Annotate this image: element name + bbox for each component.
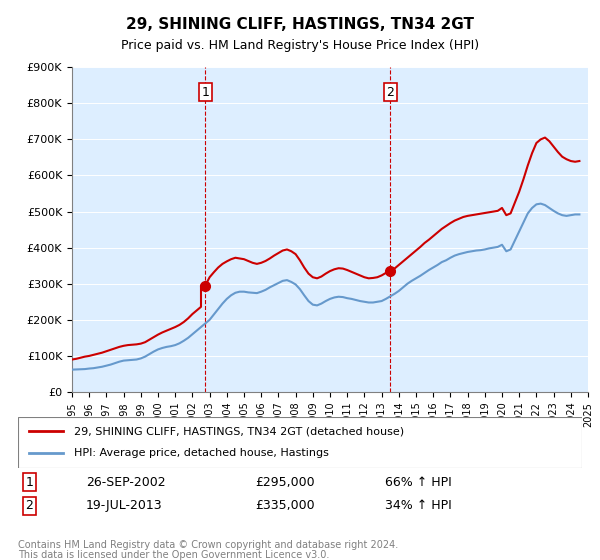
Text: HPI: Average price, detached house, Hastings: HPI: Average price, detached house, Hast… [74,449,329,459]
Text: 29, SHINING CLIFF, HASTINGS, TN34 2GT (detached house): 29, SHINING CLIFF, HASTINGS, TN34 2GT (d… [74,426,404,436]
FancyBboxPatch shape [18,417,582,468]
Text: 2: 2 [25,499,33,512]
Text: Price paid vs. HM Land Registry's House Price Index (HPI): Price paid vs. HM Land Registry's House … [121,39,479,52]
Text: 34% ↑ HPI: 34% ↑ HPI [385,499,451,512]
Text: 66% ↑ HPI: 66% ↑ HPI [385,475,451,489]
Text: 19-JUL-2013: 19-JUL-2013 [86,499,163,512]
Text: Contains HM Land Registry data © Crown copyright and database right 2024.: Contains HM Land Registry data © Crown c… [18,540,398,550]
Text: This data is licensed under the Open Government Licence v3.0.: This data is licensed under the Open Gov… [18,550,329,560]
Text: 1: 1 [202,86,209,99]
Text: 26-SEP-2002: 26-SEP-2002 [86,475,166,489]
Text: 29, SHINING CLIFF, HASTINGS, TN34 2GT: 29, SHINING CLIFF, HASTINGS, TN34 2GT [126,17,474,32]
Text: 2: 2 [386,86,394,99]
Text: £295,000: £295,000 [255,475,314,489]
Text: £335,000: £335,000 [255,499,314,512]
Text: 1: 1 [25,475,33,489]
